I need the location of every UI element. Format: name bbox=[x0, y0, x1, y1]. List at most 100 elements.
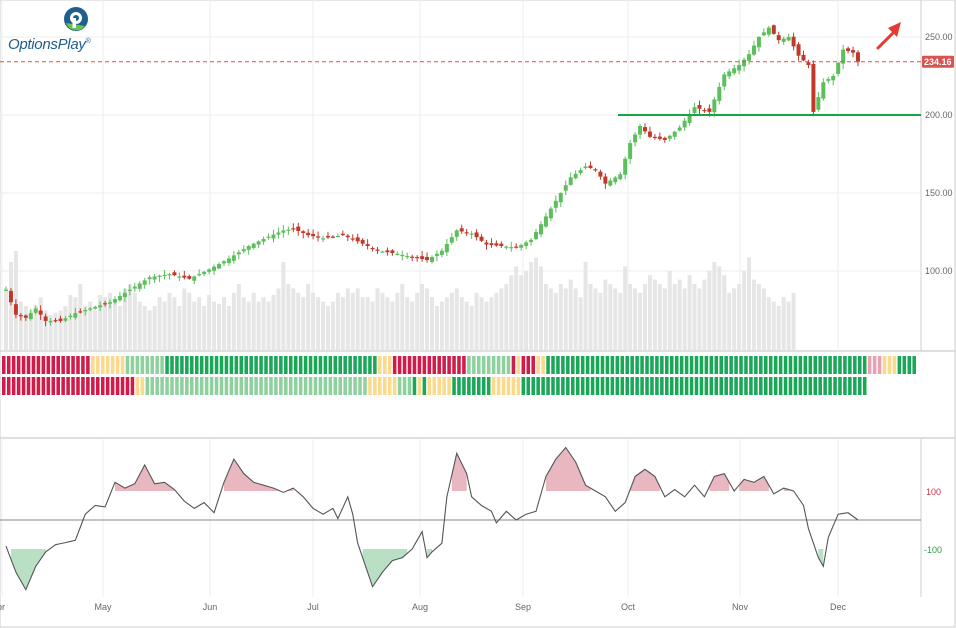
heatmap-cell bbox=[719, 377, 724, 395]
candle-body bbox=[722, 74, 727, 87]
heatmap-cell bbox=[323, 377, 328, 395]
heatmap-cell bbox=[66, 377, 70, 395]
heatmap-cell bbox=[442, 356, 446, 374]
osc-line bbox=[5, 446, 859, 591]
candle-body bbox=[851, 50, 856, 53]
volume-bar bbox=[439, 301, 444, 350]
volume-bar bbox=[167, 292, 172, 350]
signal-heatmap bbox=[2, 356, 916, 395]
heatmap-cell bbox=[26, 377, 31, 395]
volume-bar bbox=[504, 284, 509, 350]
candle-body bbox=[538, 224, 543, 235]
heatmap-cell bbox=[373, 356, 377, 374]
volume-bar bbox=[286, 284, 291, 350]
heatmap-cell bbox=[798, 356, 803, 374]
heatmap-cell bbox=[432, 356, 437, 374]
volume-bar bbox=[410, 301, 415, 350]
volume-bar bbox=[781, 297, 786, 350]
heatmap-cell bbox=[91, 377, 95, 395]
heatmap-cell bbox=[556, 377, 560, 395]
month-tick-label: Jun bbox=[203, 602, 218, 612]
heatmap-cell bbox=[209, 356, 214, 374]
month-tick-label: Jul bbox=[307, 602, 319, 612]
heatmap-cell bbox=[650, 377, 654, 395]
heatmap-cell bbox=[679, 356, 684, 374]
osc-overbought-fill bbox=[451, 453, 467, 491]
heatmap-cell bbox=[783, 356, 788, 374]
osc-overbought-fill bbox=[545, 447, 591, 491]
heatmap-cell bbox=[457, 356, 461, 374]
volume-bar bbox=[291, 288, 296, 350]
heatmap-cell bbox=[382, 356, 387, 374]
candle-body bbox=[192, 276, 197, 281]
candle-body bbox=[430, 256, 434, 263]
candle-body bbox=[692, 107, 697, 114]
last-price-label: 234.16 bbox=[924, 57, 952, 67]
heatmap-cell bbox=[561, 377, 565, 395]
volume-bar bbox=[33, 306, 38, 350]
candle-body bbox=[112, 299, 117, 303]
heatmap-cell bbox=[754, 356, 758, 374]
candle-body bbox=[330, 236, 335, 238]
volume-bar bbox=[538, 266, 543, 350]
volume-bar bbox=[385, 297, 390, 350]
candle-body bbox=[702, 110, 707, 112]
candle-body bbox=[593, 169, 598, 171]
heatmap-cell bbox=[16, 377, 21, 395]
candle-body bbox=[494, 243, 499, 246]
heatmap-cell bbox=[303, 377, 308, 395]
heatmap-cell bbox=[838, 356, 842, 374]
candle-body bbox=[108, 302, 113, 304]
heatmap-cell bbox=[125, 377, 130, 395]
optionsplay-logo: OptionsPlay® bbox=[8, 6, 108, 56]
candle-body bbox=[598, 171, 603, 177]
candle-body bbox=[162, 274, 167, 277]
heatmap-cell bbox=[457, 377, 461, 395]
heatmap-cell bbox=[590, 356, 595, 374]
volume-bar bbox=[529, 262, 534, 350]
candle-body bbox=[776, 35, 781, 41]
volume-bar bbox=[177, 306, 182, 350]
heatmap-cell bbox=[175, 377, 179, 395]
volume-bar bbox=[786, 301, 791, 350]
last-price-badge bbox=[922, 55, 954, 68]
candle-body bbox=[370, 247, 375, 250]
heatmap-cell bbox=[605, 377, 610, 395]
heatmap-cell bbox=[447, 356, 451, 374]
heatmap-cell bbox=[259, 356, 263, 374]
heatmap-cell bbox=[477, 356, 481, 374]
volume-bar bbox=[747, 257, 752, 350]
heatmap-cell bbox=[427, 377, 432, 395]
heatmap-cell bbox=[452, 356, 456, 374]
heatmap-cell bbox=[704, 356, 709, 374]
heatmap-cell bbox=[105, 356, 110, 374]
price-overlays bbox=[0, 22, 921, 116]
heatmap-cell bbox=[645, 377, 649, 395]
candle-body bbox=[236, 252, 241, 255]
volume-bar bbox=[687, 275, 692, 350]
volume-bar bbox=[365, 297, 370, 350]
heatmap-cell bbox=[853, 356, 857, 374]
heatmap-cell bbox=[343, 356, 347, 374]
heatmap-cell bbox=[759, 377, 763, 395]
heatmap-cell bbox=[655, 377, 659, 395]
heatmap-cell bbox=[877, 356, 882, 374]
trend-arrow-head bbox=[888, 22, 901, 37]
heatmap-cell bbox=[778, 377, 783, 395]
candle-body bbox=[182, 275, 187, 278]
heatmap-cell bbox=[902, 356, 907, 374]
candle-body bbox=[360, 239, 365, 244]
heatmap-cell bbox=[417, 377, 422, 395]
heatmap-cell bbox=[635, 356, 639, 374]
heatmap-cell bbox=[491, 377, 496, 395]
heatmap-cell bbox=[660, 356, 664, 374]
heatmap-cell bbox=[417, 356, 422, 374]
volume-bar bbox=[613, 288, 618, 350]
candle-body bbox=[122, 292, 127, 298]
heatmap-cell bbox=[274, 356, 278, 374]
heatmap-cell bbox=[467, 356, 471, 374]
month-tick-label: Apr bbox=[0, 602, 5, 612]
heatmap-cell bbox=[867, 356, 872, 374]
heatmap-cell bbox=[298, 377, 303, 395]
candle-body bbox=[553, 200, 558, 208]
